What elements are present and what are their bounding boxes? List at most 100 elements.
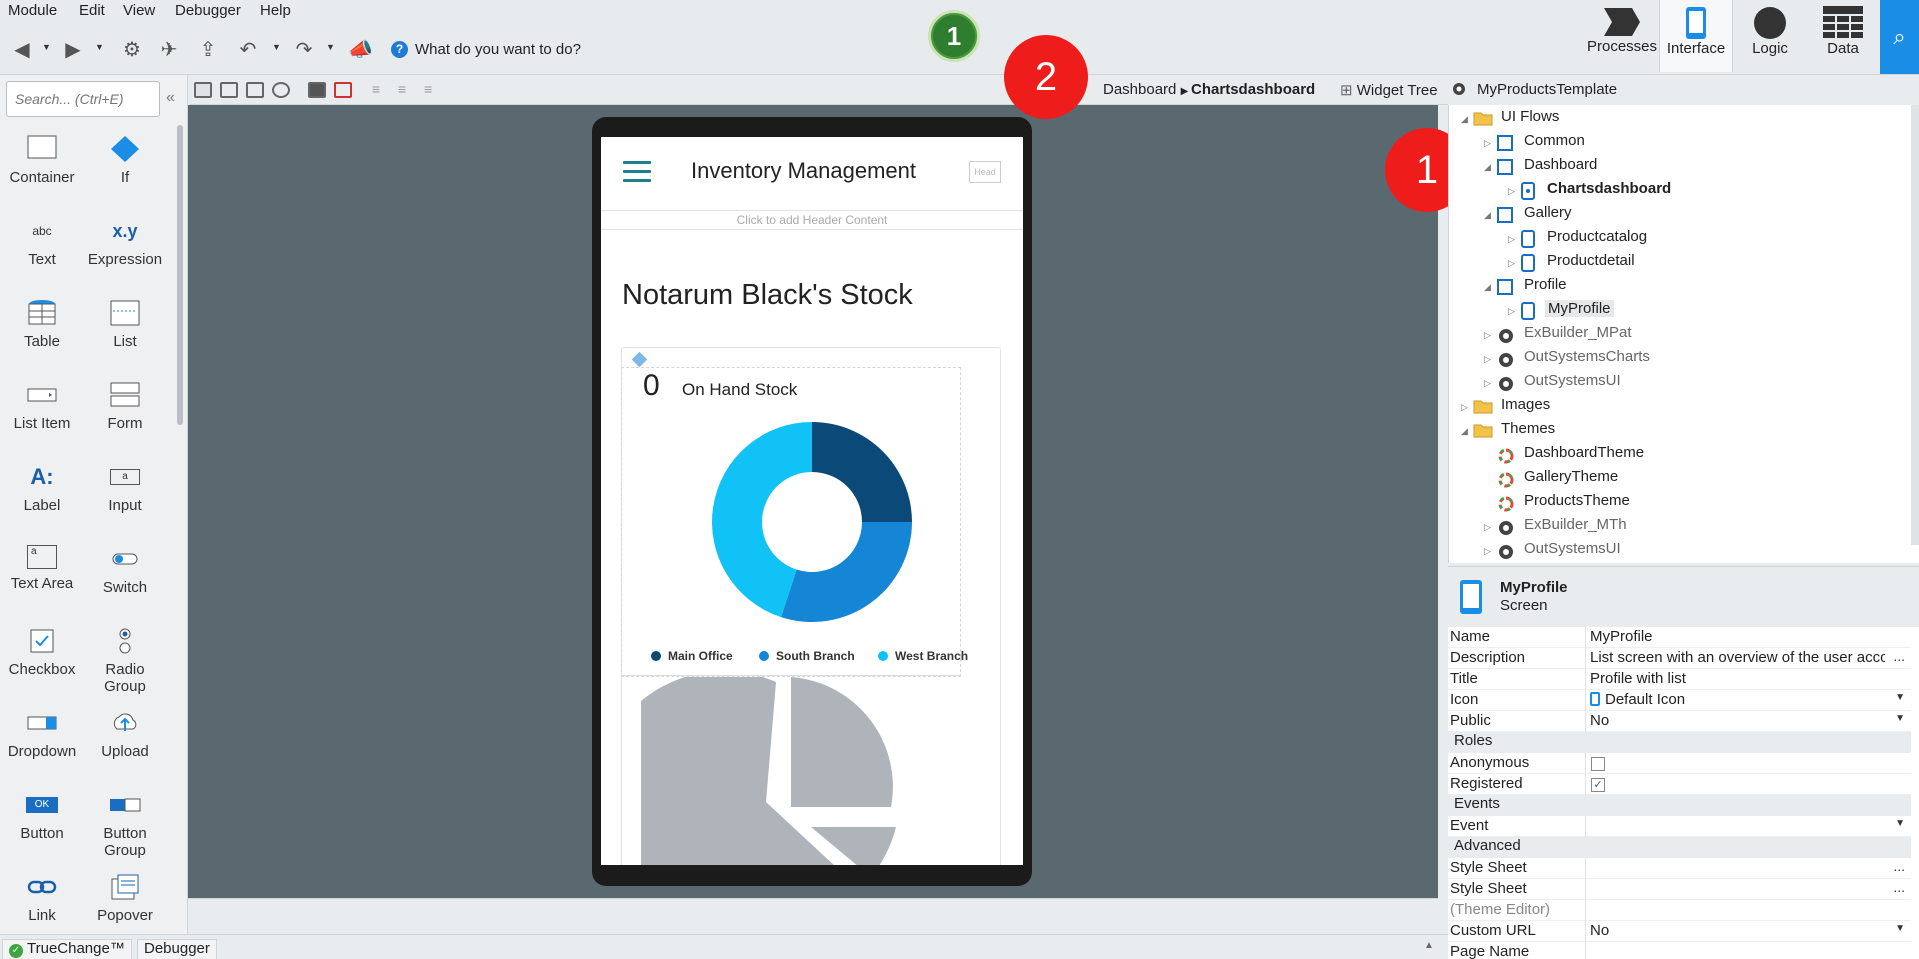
prop-row-public[interactable]: Public No ▼ — [1448, 711, 1911, 732]
prop-value[interactable]: Profile with list — [1590, 670, 1686, 687]
expand-arrow-icon[interactable]: ▷ — [1508, 186, 1515, 196]
phone-preview-icon[interactable] — [194, 82, 212, 98]
tab-logic[interactable]: Logic — [1733, 0, 1807, 72]
tree-productcatalog[interactable]: Productcatalog — [1547, 228, 1648, 245]
prop-row-style-sheet-2[interactable]: Style Sheet... — [1448, 879, 1911, 900]
palette-radio-group[interactable]: Radio Group — [85, 627, 165, 695]
collapse-arrow-icon[interactable]: ◢ — [1484, 282, 1491, 292]
tree-chartsdashboard[interactable]: Chartsdashboard — [1547, 180, 1672, 197]
tab-processes[interactable]: Processes — [1585, 0, 1659, 72]
palette-button[interactable]: OK Button — [2, 791, 82, 842]
tree-gallerytheme[interactable]: GalleryTheme — [1524, 468, 1619, 485]
tree-common[interactable]: Common — [1524, 132, 1585, 149]
expand-arrow-icon[interactable]: ▷ — [1484, 378, 1491, 388]
redo-icon[interactable]: ↷ — [295, 39, 313, 61]
tree-themes[interactable]: Themes — [1501, 420, 1556, 437]
palette-table[interactable]: Table — [2, 299, 82, 350]
palette-search-input[interactable] — [6, 81, 160, 117]
expand-arrow-icon[interactable]: ▷ — [1508, 234, 1515, 244]
tablet-preview-icon[interactable] — [220, 82, 238, 98]
chevron-down-icon[interactable]: ▼ — [1895, 818, 1905, 829]
prop-value[interactable]: No — [1590, 922, 1610, 939]
what-to-do-search[interactable]: What do you want to do? — [415, 41, 581, 58]
palette-expression[interactable]: x.y Expression — [85, 217, 165, 268]
palette-text-area[interactable]: a Text Area — [2, 545, 82, 592]
palette-button-group[interactable]: Button Group — [85, 791, 165, 859]
palette-switch[interactable]: Switch — [85, 545, 165, 596]
prop-value[interactable]: List screen with an overview of the user… — [1590, 649, 1885, 666]
chevron-down-icon[interactable]: ▼ — [1895, 923, 1905, 934]
palette-input[interactable]: a Input — [85, 463, 165, 514]
prop-row-title[interactable]: Title Profile with list — [1448, 669, 1911, 690]
expand-arrow-icon[interactable]: ▷ — [1484, 138, 1491, 148]
zoom-icon[interactable] — [272, 82, 290, 98]
chevron-down-icon[interactable]: ▼ — [272, 42, 281, 52]
tree-dashboard[interactable]: Dashboard — [1524, 156, 1598, 173]
chevron-down-icon[interactable]: ▼ — [326, 42, 335, 52]
prop-row-event[interactable]: Event ▼ — [1448, 816, 1911, 837]
css-icon[interactable] — [308, 82, 326, 98]
collapse-arrow-icon[interactable]: ◢ — [1484, 210, 1491, 220]
tree-productdetail[interactable]: Productdetail — [1547, 252, 1635, 269]
expand-arrow-icon[interactable]: ▷ — [1484, 354, 1491, 364]
palette-list-item[interactable]: List Item — [2, 381, 82, 432]
publish-icon[interactable]: ✈ — [160, 39, 178, 61]
palette-if[interactable]: If — [85, 135, 165, 186]
collapse-panel-icon[interactable]: « — [166, 89, 175, 106]
collapse-arrow-icon[interactable]: ◢ — [1484, 162, 1491, 172]
tree-ui-flows[interactable]: UI Flows — [1501, 108, 1560, 125]
chart-container[interactable] — [621, 367, 961, 677]
landscape-preview-icon[interactable] — [246, 82, 264, 98]
ellipsis-icon[interactable]: ... — [1893, 648, 1905, 664]
menu-edit[interactable]: Edit — [79, 2, 105, 19]
expand-arrow-icon[interactable]: ▷ — [1508, 258, 1515, 268]
palette-list[interactable]: List — [85, 299, 165, 350]
registered-checkbox[interactable]: ✓ — [1591, 778, 1605, 792]
collapse-arrow-icon[interactable]: ◢ — [1461, 114, 1468, 124]
palette-dropdown[interactable]: Dropdown — [2, 709, 82, 760]
tree-dashboardtheme[interactable]: DashboardTheme — [1524, 444, 1645, 461]
palette-link[interactable]: Link — [2, 873, 82, 924]
widget-tree-tab[interactable]: ⊞ Widget Tree — [1340, 81, 1438, 99]
prop-row-theme-editor[interactable]: (Theme Editor) — [1448, 900, 1911, 921]
debugger-tab[interactable]: Debugger — [137, 939, 217, 959]
expand-arrow-icon[interactable]: ▷ — [1484, 330, 1491, 340]
prop-value[interactable]: MyProfile — [1590, 628, 1653, 645]
chevron-down-icon[interactable]: ▼ — [1895, 713, 1905, 724]
theme-editor-icon[interactable] — [334, 82, 352, 98]
tree-outsystemsui-theme[interactable]: OutSystemsUI — [1524, 540, 1621, 557]
breadcrumb-current[interactable]: Chartsdashboard — [1191, 81, 1316, 98]
search-icon[interactable]: ⌕ — [1880, 0, 1919, 74]
tree-myprofile[interactable]: MyProfile — [1545, 300, 1614, 317]
menu-help[interactable]: Help — [260, 2, 291, 19]
chevron-down-icon[interactable]: ▼ — [1895, 692, 1905, 703]
prop-row-name[interactable]: Name MyProfile — [1448, 627, 1911, 648]
align-center-icon[interactable]: ≡ — [398, 81, 407, 97]
tree-gallery[interactable]: Gallery — [1524, 204, 1572, 221]
palette-text[interactable]: abc Text — [2, 217, 82, 268]
collapse-arrow-icon[interactable]: ◢ — [1461, 426, 1468, 436]
header-placeholder[interactable]: Head — [969, 161, 1001, 183]
undo-icon[interactable]: ↶ — [239, 39, 257, 61]
prop-row-style-sheet[interactable]: Style Sheet... — [1448, 858, 1911, 879]
tree-root[interactable]: MyProductsTemplate — [1477, 81, 1618, 98]
tree-outsystemsui[interactable]: OutSystemsUI — [1524, 372, 1621, 389]
menu-view[interactable]: View — [123, 2, 156, 19]
tree-exbuilder-mth[interactable]: ExBuilder_MTh — [1524, 516, 1627, 533]
forward-arrow-icon[interactable]: ▶ — [65, 39, 81, 61]
prop-value[interactable]: Default Icon — [1590, 691, 1890, 708]
header-content-placeholder[interactable]: Click to add Header Content — [601, 210, 1023, 230]
deploy-icon[interactable]: ⇪ — [199, 39, 217, 61]
tree-exbuilder-mpat[interactable]: ExBuilder_MPat — [1524, 324, 1632, 341]
palette-form[interactable]: Form — [85, 381, 165, 432]
tree-scrollbar[interactable] — [1911, 105, 1919, 545]
breadcrumb-parent[interactable]: Dashboard — [1103, 81, 1177, 98]
phone-screen[interactable]: Inventory Management Head Click to add H… — [601, 137, 1023, 865]
megaphone-icon[interactable]: 📣 — [348, 39, 373, 61]
menu-module[interactable]: Module — [8, 2, 58, 19]
prop-row-icon[interactable]: Icon Default Icon ▼ — [1448, 690, 1911, 711]
ellipsis-icon[interactable]: ... — [1893, 879, 1905, 895]
truechange-tab[interactable]: ✓ TrueChange™ — [2, 939, 132, 959]
expand-arrow-icon[interactable]: ▷ — [1484, 546, 1491, 556]
expand-arrow-icon[interactable]: ▷ — [1508, 306, 1515, 316]
